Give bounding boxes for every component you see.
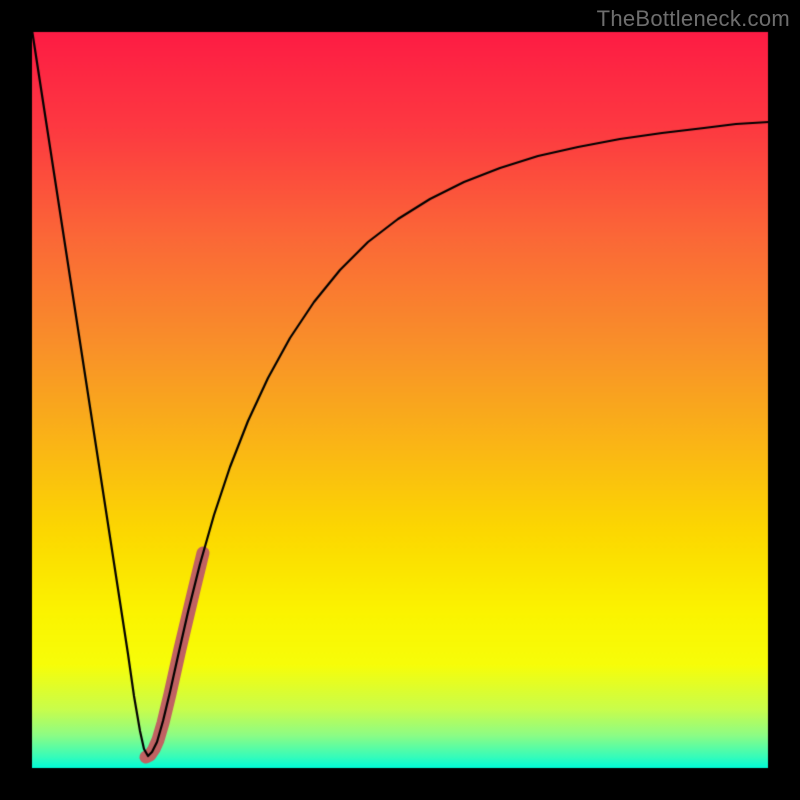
gradient-chart-canvas [0,0,800,800]
watermark-text: TheBottleneck.com [597,6,790,32]
